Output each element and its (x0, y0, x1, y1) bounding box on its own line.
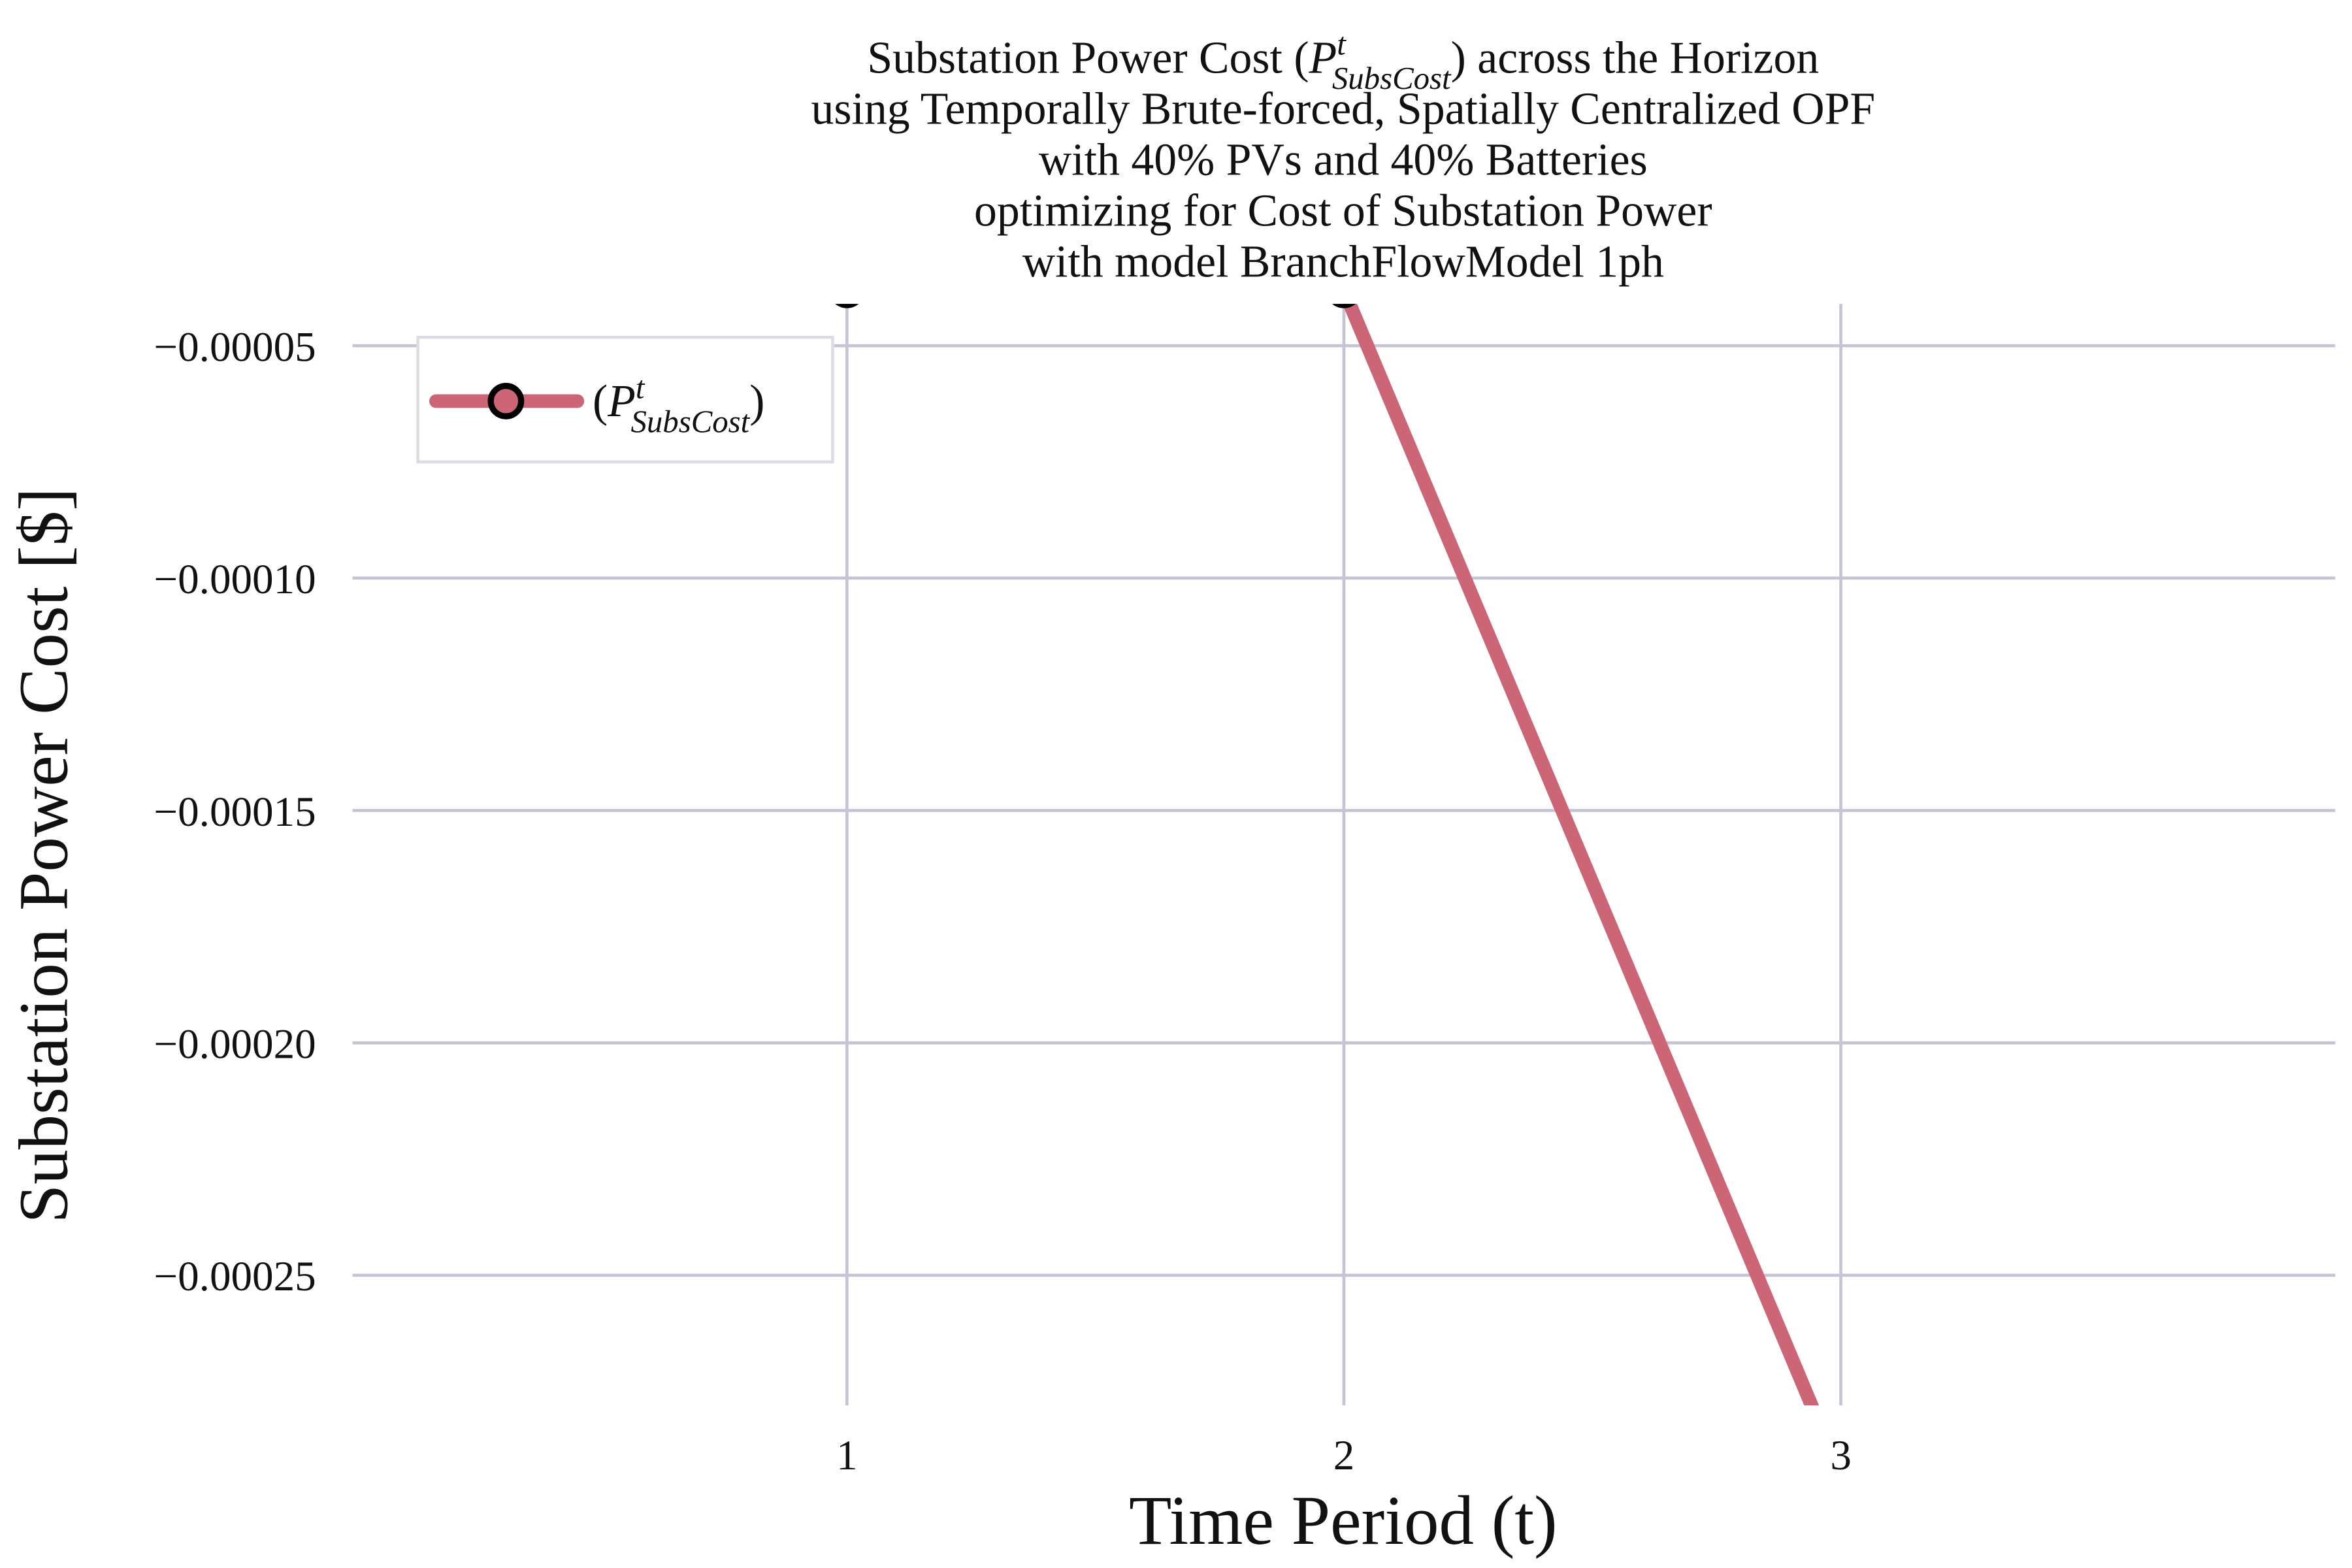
legend-marker (487, 383, 525, 419)
x-tick-label: 2 (1333, 1432, 1355, 1479)
x-tick-label: 1 (836, 1432, 858, 1479)
y-tick-label: −0.00010 (154, 556, 316, 603)
y-axis-label: Substation Power Cost [$] (5, 487, 82, 1223)
data-point (1332, 304, 1356, 308)
chart-title: Substation Power Cost (Pt SubsCost) acros… (867, 26, 1819, 96)
plot-area (835, 304, 1820, 1406)
chart-title: with model BranchFlowModel 1ph (1022, 237, 1664, 287)
chart-title: using Temporally Brute-forced, Spatially… (811, 84, 1875, 135)
y-tick-label: −0.00025 (154, 1253, 316, 1300)
chart-title: optimizing for Cost of Substation Power (974, 186, 1712, 236)
y-tick-label: −0.00020 (154, 1021, 316, 1068)
legend-label: (Pt SubsCost) (593, 369, 765, 439)
y-tick-label: −0.00005 (154, 323, 316, 370)
x-tick-label: 3 (1830, 1432, 1852, 1479)
grid (352, 304, 2336, 1406)
labels: Substation Power Cost (Pt SubsCost) acros… (5, 26, 1875, 1560)
chart-title: with 40% PVs and 40% Batteries (1039, 135, 1648, 185)
data-point (835, 304, 859, 308)
data-line (1342, 304, 1820, 1406)
x-axis-label: Time Period (t) (1129, 1482, 1558, 1560)
y-tick-label: −0.00015 (154, 789, 316, 836)
